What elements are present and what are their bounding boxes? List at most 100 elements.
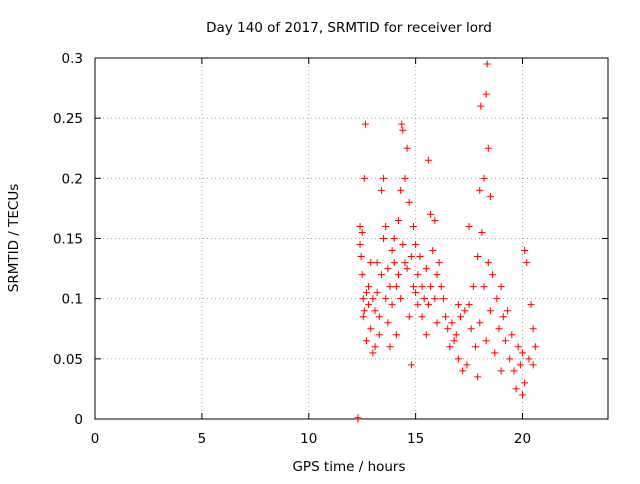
data-point xyxy=(367,259,375,267)
data-point xyxy=(382,222,390,230)
data-point xyxy=(359,295,367,303)
data-point xyxy=(448,319,456,327)
data-point xyxy=(480,174,488,182)
x-tick-label: 0 xyxy=(91,431,100,447)
x-axis-label: GPS time / hours xyxy=(292,459,405,475)
data-point xyxy=(477,102,485,110)
data-point xyxy=(446,343,454,351)
data-point xyxy=(482,90,490,98)
data-point xyxy=(377,186,385,194)
data-point xyxy=(358,271,366,279)
y-tick-label: 0.3 xyxy=(62,51,83,67)
data-point xyxy=(529,325,537,333)
data-point xyxy=(369,295,377,303)
data-point xyxy=(444,325,452,333)
data-point xyxy=(403,265,411,273)
data-point xyxy=(469,283,477,291)
data-point xyxy=(442,313,450,321)
data-point xyxy=(424,156,432,164)
data-point xyxy=(414,271,422,279)
data-point xyxy=(424,301,432,309)
data-point xyxy=(395,216,403,224)
data-point xyxy=(457,313,465,321)
data-point xyxy=(454,355,462,363)
data-point xyxy=(373,259,381,267)
data-point xyxy=(409,283,417,291)
data-point xyxy=(474,373,482,381)
data-point xyxy=(371,343,379,351)
data-point xyxy=(514,343,522,351)
data-point xyxy=(450,337,458,345)
data-point xyxy=(422,265,430,273)
data-point xyxy=(506,355,514,363)
data-point xyxy=(365,301,373,309)
data-point xyxy=(454,301,462,309)
data-point xyxy=(412,241,420,249)
data-point xyxy=(489,271,497,279)
data-point xyxy=(525,355,533,363)
data-point xyxy=(483,60,491,68)
data-point xyxy=(459,367,467,375)
data-point xyxy=(510,367,518,375)
data-point xyxy=(356,241,364,249)
y-axis-label: SRMTID / TECUs xyxy=(6,184,22,292)
data-point xyxy=(484,144,492,152)
data-point xyxy=(474,253,482,261)
data-point xyxy=(407,253,415,261)
data-point xyxy=(409,222,417,230)
y-tick-label: 0.15 xyxy=(53,232,83,248)
data-point xyxy=(497,367,505,375)
data-point xyxy=(407,361,415,369)
data-point xyxy=(418,283,426,291)
data-point xyxy=(463,361,471,369)
y-tick-label: 0.05 xyxy=(53,352,83,368)
data-point xyxy=(427,210,435,218)
data-point xyxy=(401,259,409,267)
data-point xyxy=(499,313,507,321)
data-point xyxy=(461,307,469,315)
data-point xyxy=(521,247,529,255)
data-point xyxy=(482,337,490,345)
x-tick-label: 20 xyxy=(514,431,531,447)
data-point xyxy=(429,247,437,255)
chart-title: Day 140 of 2017, SRMTID for receiver lor… xyxy=(206,20,492,36)
data-point xyxy=(471,343,479,351)
data-point xyxy=(420,295,428,303)
data-point xyxy=(527,301,535,309)
data-point xyxy=(377,271,385,279)
data-point xyxy=(388,247,396,255)
data-point xyxy=(439,295,447,303)
data-point xyxy=(405,313,413,321)
data-point xyxy=(361,120,369,128)
data-point xyxy=(373,289,381,297)
data-point xyxy=(362,337,370,345)
data-point xyxy=(431,295,439,303)
data-point xyxy=(362,289,370,297)
data-point xyxy=(354,415,362,423)
data-point xyxy=(476,186,484,194)
data-point xyxy=(519,391,526,399)
data-point xyxy=(416,253,424,261)
data-point xyxy=(484,259,492,267)
data-point xyxy=(418,313,426,321)
data-point xyxy=(358,228,366,236)
y-tick-label: 0.1 xyxy=(62,292,83,308)
grid xyxy=(95,58,608,419)
x-tick-label: 5 xyxy=(198,431,207,447)
data-point xyxy=(493,295,501,303)
data-point xyxy=(427,283,435,291)
data-point xyxy=(452,331,460,339)
data-point xyxy=(388,301,396,309)
data-point xyxy=(384,319,392,327)
data-point xyxy=(433,319,441,327)
data-point xyxy=(384,265,392,273)
data-point xyxy=(371,307,379,315)
data-point xyxy=(398,120,406,128)
data-point xyxy=(465,301,473,309)
axis-ticks: 0 5 10 15 20 0 0.05 0.1 0.15 0.2 0.25 0.3 xyxy=(53,51,608,447)
data-point xyxy=(497,283,505,291)
data-point xyxy=(486,192,494,200)
data-point xyxy=(405,198,413,206)
x-tick-label: 15 xyxy=(407,431,424,447)
